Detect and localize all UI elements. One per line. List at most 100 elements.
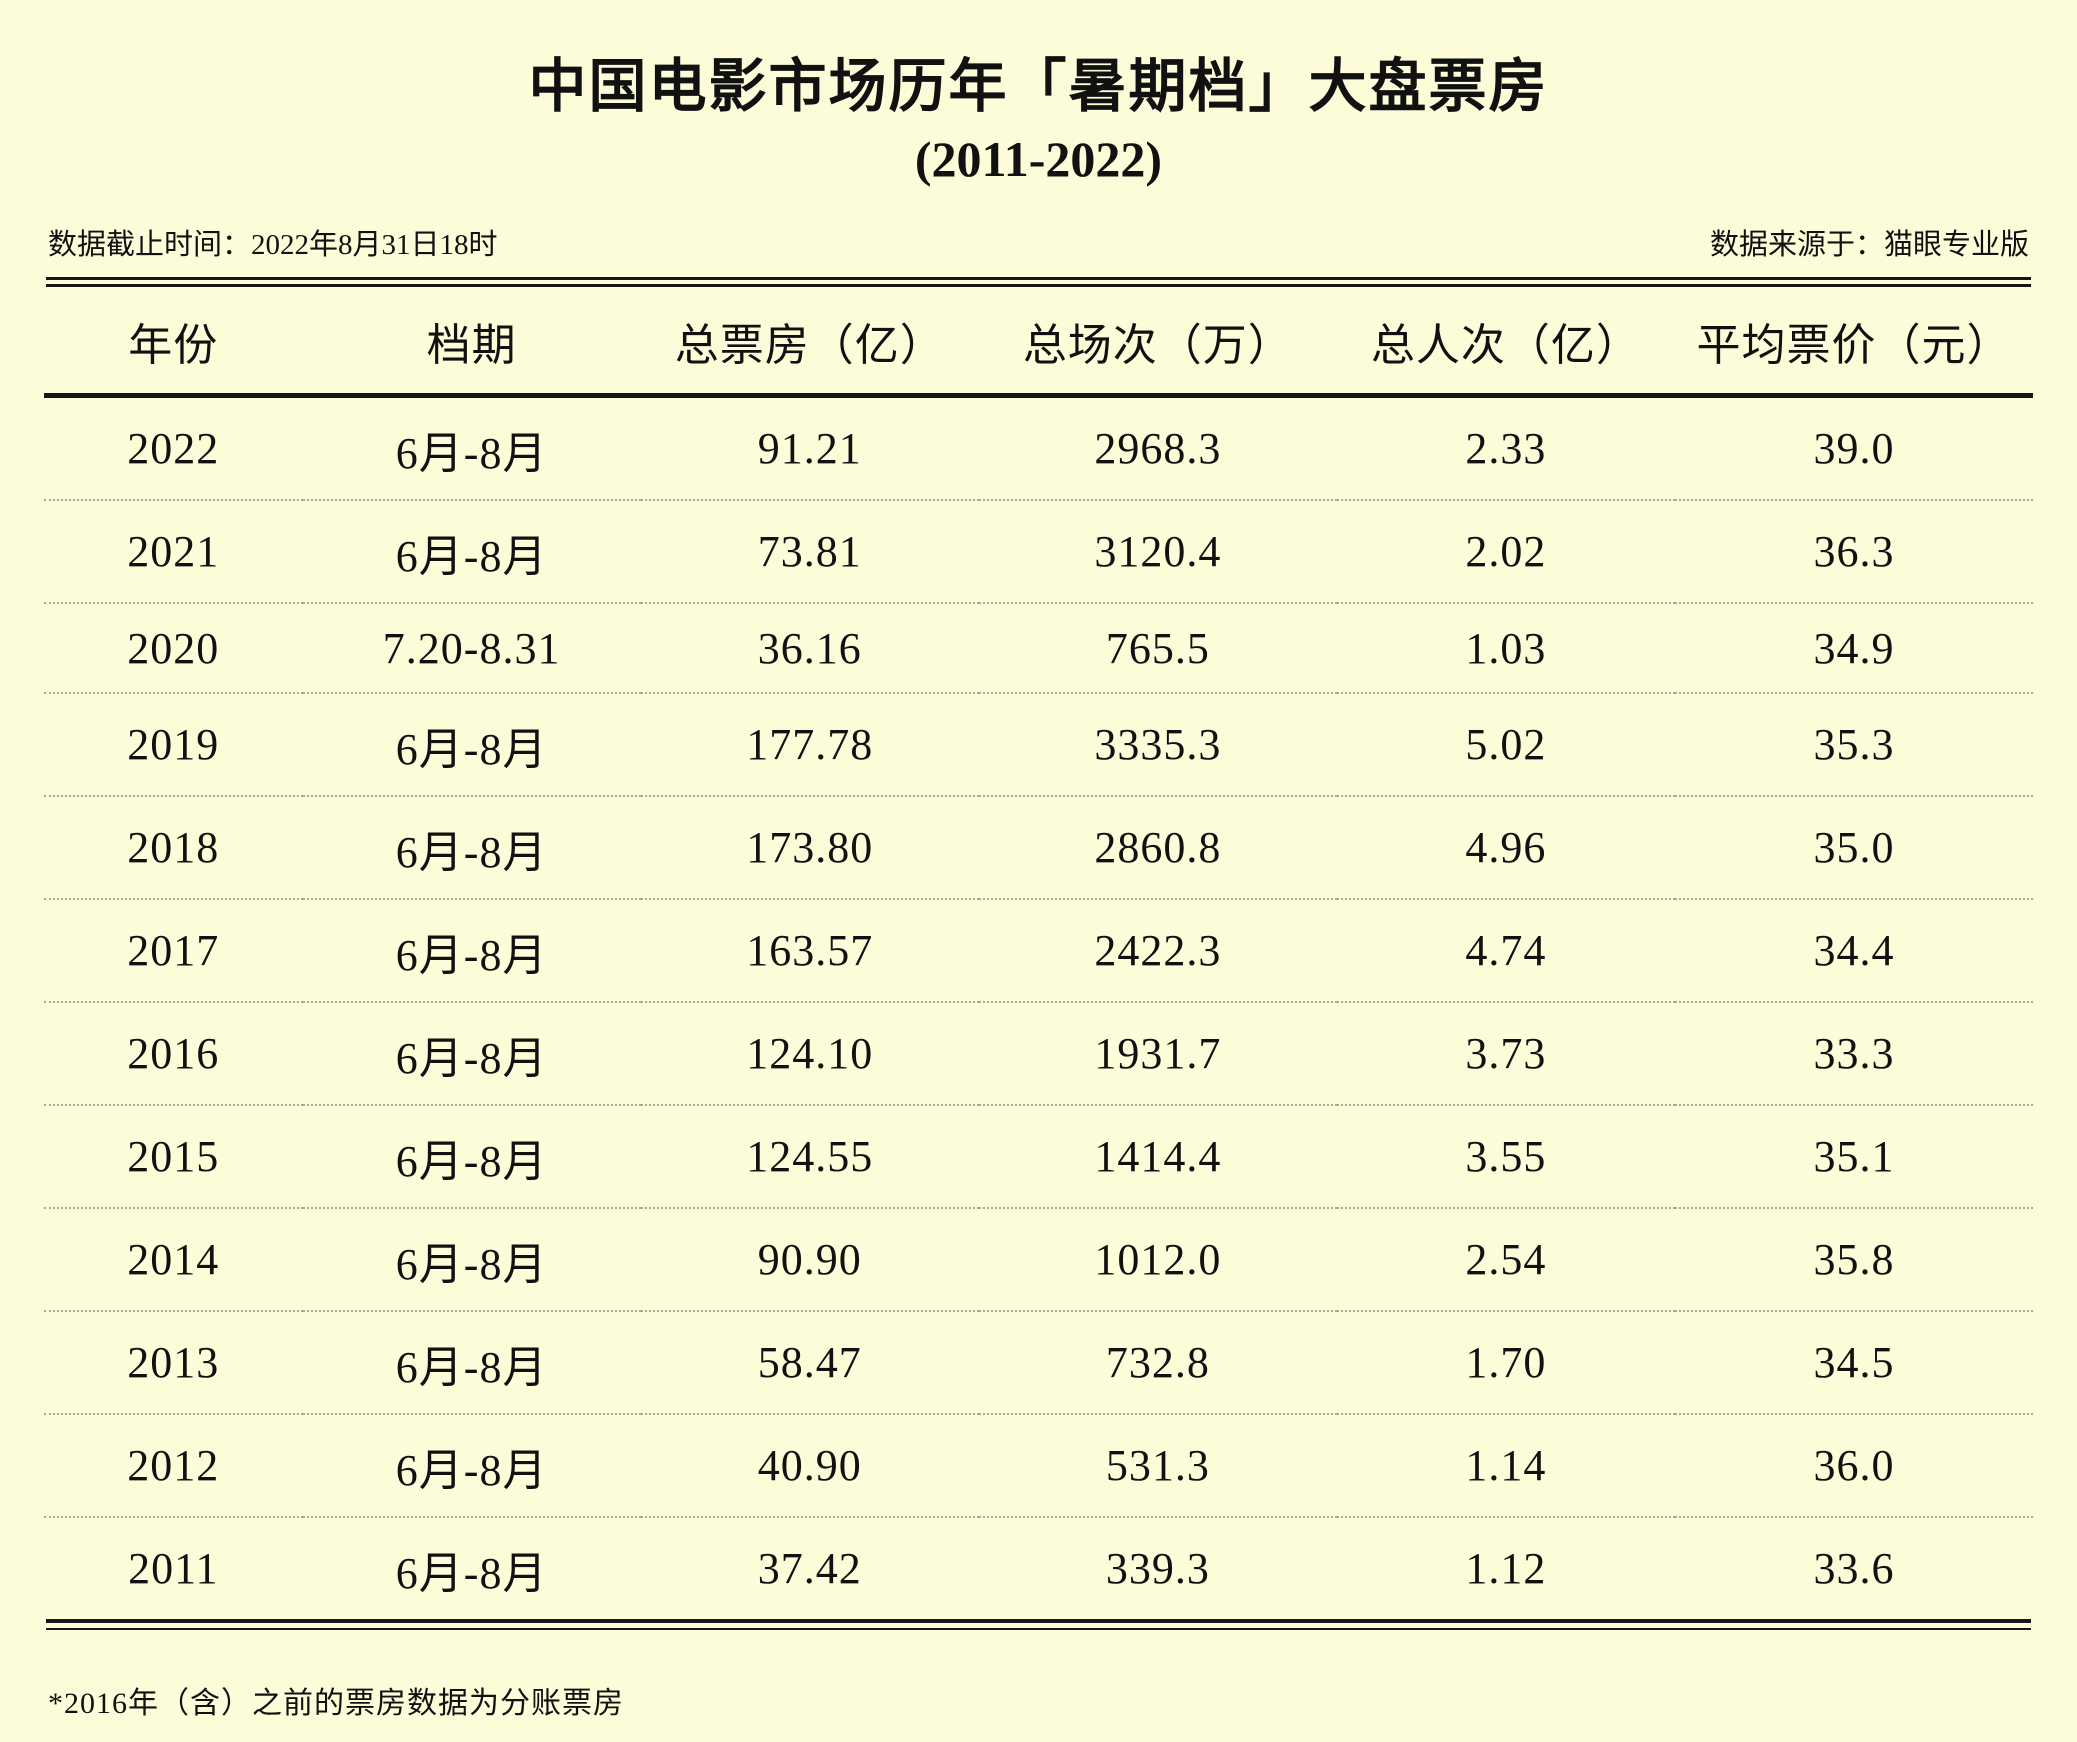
table-row: 2013 6月-8月 58.47 732.8 1.70 34.5 bbox=[44, 1309, 2033, 1414]
table-cell: 1414.4 bbox=[978, 1103, 1337, 1208]
table-cell: 2422.3 bbox=[978, 897, 1337, 1002]
table-header-row: 年份 档期 总票房（亿） 总场次（万） 总人次（亿） 平均票价（元） bbox=[44, 286, 2033, 398]
column-header-average-price: 平均票价（元） bbox=[1674, 286, 2033, 398]
table-cell: 6月-8月 bbox=[302, 1515, 641, 1619]
table-cell: 4.74 bbox=[1336, 897, 1675, 1002]
table-row: 2020 7.20-8.31 36.16 765.5 1.03 34.9 bbox=[44, 601, 2033, 693]
table-cell: 33.6 bbox=[1674, 1515, 2033, 1619]
table-cell: 39.0 bbox=[1813, 424, 1895, 474]
table-cell: 2.33 bbox=[1465, 424, 1547, 474]
table-cell: 2018 bbox=[44, 794, 303, 899]
table-cell: 3.73 bbox=[1336, 1000, 1675, 1105]
table-cell: 3120.4 bbox=[978, 498, 1337, 603]
table-cell: 6月-8月 bbox=[302, 1309, 641, 1414]
table-cell: 40.90 bbox=[640, 1412, 979, 1517]
bottom-double-rule bbox=[46, 1618, 2031, 1630]
table-cell: 2015 bbox=[44, 1103, 303, 1208]
table-cell: 177.78 bbox=[640, 691, 979, 796]
table-cell: 1.12 bbox=[1336, 1515, 1675, 1619]
table-cell: 35.1 bbox=[1674, 1103, 2033, 1208]
table-cell: 6月-8月 bbox=[302, 691, 641, 796]
page-subtitle: (2011-2022) bbox=[914, 130, 1163, 187]
table-cell: 35.8 bbox=[1674, 1206, 2033, 1311]
table-cell: 90.90 bbox=[640, 1206, 979, 1311]
table-cell: 6月-8月 bbox=[302, 1000, 641, 1105]
table-cell: 1.03 bbox=[1336, 601, 1675, 693]
table-body: 2022 6月-8月 91.21 2968.3 2.33 39.0 2021 6月-8月 73.… bbox=[44, 395, 2033, 1619]
table-cell: 2968.3 bbox=[1094, 424, 1222, 474]
table-cell: 732.8 bbox=[978, 1309, 1337, 1414]
table-cell: 33.3 bbox=[1674, 1000, 2033, 1105]
table-cell: 6月-8月 bbox=[302, 897, 641, 1002]
table-cell: 37.42 bbox=[640, 1515, 979, 1619]
column-header-total-boxoffice: 总票房（亿） bbox=[640, 286, 979, 398]
table-cell: 2014 bbox=[44, 1206, 303, 1311]
column-header-period: 档期 bbox=[302, 286, 641, 398]
table-cell: 1.70 bbox=[1336, 1309, 1675, 1414]
table-row: 2018 6月-8月 173.80 2860.8 4.96 35.0 bbox=[44, 794, 2033, 899]
table-cell: 7.20-8.31 bbox=[302, 601, 641, 693]
table-cell: 3.55 bbox=[1336, 1103, 1675, 1208]
table-cell: 35.3 bbox=[1674, 691, 2033, 796]
table-row: 2012 6月-8月 40.90 531.3 1.14 36.0 bbox=[44, 1412, 2033, 1517]
table-cell: 6月-8月 bbox=[302, 498, 641, 603]
table-cell: 124.10 bbox=[640, 1000, 979, 1105]
table-row: 2015 6月-8月 124.55 1414.4 3.55 35.1 bbox=[44, 1103, 2033, 1208]
table-cell: 163.57 bbox=[640, 897, 979, 1002]
table-cell: 2.02 bbox=[1336, 498, 1675, 603]
table-cell: 36.0 bbox=[1674, 1412, 2033, 1517]
table-cell: 6月-8月 bbox=[302, 1206, 641, 1311]
table-cell: 73.81 bbox=[640, 498, 979, 603]
table-row: 2011 6月-8月 37.42 339.3 1.12 33.6 bbox=[44, 1515, 2033, 1619]
table-cell: 2017 bbox=[44, 897, 303, 1002]
table-row: 2019 6月-8月 177.78 3335.3 5.02 35.3 bbox=[44, 691, 2033, 796]
table-cell: 124.55 bbox=[640, 1103, 979, 1208]
table-cell: 2.54 bbox=[1336, 1206, 1675, 1311]
table-cell: 36.3 bbox=[1674, 498, 2033, 603]
table-cell: 35.0 bbox=[1674, 794, 2033, 899]
table-cell: 34.5 bbox=[1674, 1309, 2033, 1414]
column-header-year: 年份 bbox=[44, 286, 303, 398]
table-cell: 2013 bbox=[44, 1309, 303, 1414]
table-cell: 531.3 bbox=[978, 1412, 1337, 1517]
table-cell: 2011 bbox=[44, 1515, 303, 1619]
table-cell: 34.9 bbox=[1674, 601, 2033, 693]
table-cell: 6月-8月 bbox=[302, 794, 641, 899]
table-cell: 2019 bbox=[44, 691, 303, 796]
column-header-total-screenings: 总场次（万） bbox=[978, 286, 1337, 398]
table-cell: 91.21 bbox=[757, 424, 862, 474]
top-double-rule bbox=[46, 276, 2031, 287]
table-cell: 173.80 bbox=[640, 794, 979, 899]
table-cell: 6月-8月 bbox=[302, 1412, 641, 1517]
table-cell: 5.02 bbox=[1336, 691, 1675, 796]
table-cell: 3335.3 bbox=[978, 691, 1337, 796]
data-source-note: 数据来源于：猫眼专业版 bbox=[1709, 228, 2029, 261]
table-cell: 1012.0 bbox=[978, 1206, 1337, 1311]
table-cell: 2012 bbox=[44, 1412, 303, 1517]
column-header-total-admissions: 总人次（亿） bbox=[1336, 286, 1675, 398]
table-cell: 2022 bbox=[127, 424, 220, 474]
meta-row: 数据截止时间：2022年8月31日18时 数据来源于：猫眼专业版 bbox=[44, 221, 2033, 263]
table-cell: 4.96 bbox=[1336, 794, 1675, 899]
data-cutoff-note: 数据截止时间：2022年8月31日18时 bbox=[48, 228, 498, 261]
table-cell: 339.3 bbox=[978, 1515, 1337, 1619]
table-row: 2016 6月-8月 124.10 1931.7 3.73 33.3 bbox=[44, 1000, 2033, 1105]
table-cell: 2020 bbox=[44, 601, 303, 693]
table-cell: 34.4 bbox=[1674, 897, 2033, 1002]
table-row: 2022 6月-8月 91.21 2968.3 2.33 39.0 bbox=[44, 395, 2033, 500]
table-cell: 6月-8月 bbox=[395, 428, 548, 478]
table-cell: 36.16 bbox=[640, 601, 979, 693]
page-title: 中国电影市场历年「暑期档」大盘票房 bbox=[528, 54, 1549, 119]
box-office-table: 年份 档期 总票房（亿） 总场次（万） 总人次（亿） 平均票价（元） 2022 6… bbox=[44, 286, 2033, 1619]
table-row: 2017 6月-8月 163.57 2422.3 4.74 34.4 bbox=[44, 897, 2033, 1002]
table-cell: 765.5 bbox=[978, 601, 1337, 693]
table-row: 2014 6月-8月 90.90 1012.0 2.54 35.8 bbox=[44, 1206, 2033, 1311]
table-row: 2021 6月-8月 73.81 3120.4 2.02 36.3 bbox=[44, 498, 2033, 603]
table-header: 年份 档期 总票房（亿） 总场次（万） 总人次（亿） 平均票价（元） bbox=[44, 286, 2033, 398]
table-cell: 1.14 bbox=[1336, 1412, 1675, 1517]
table-cell: 58.47 bbox=[640, 1309, 979, 1414]
footnote: *2016年（含）之前的票房数据为分账票房 bbox=[48, 1686, 624, 1720]
table-cell: 1931.7 bbox=[978, 1000, 1337, 1105]
table-cell: 2860.8 bbox=[978, 794, 1337, 899]
